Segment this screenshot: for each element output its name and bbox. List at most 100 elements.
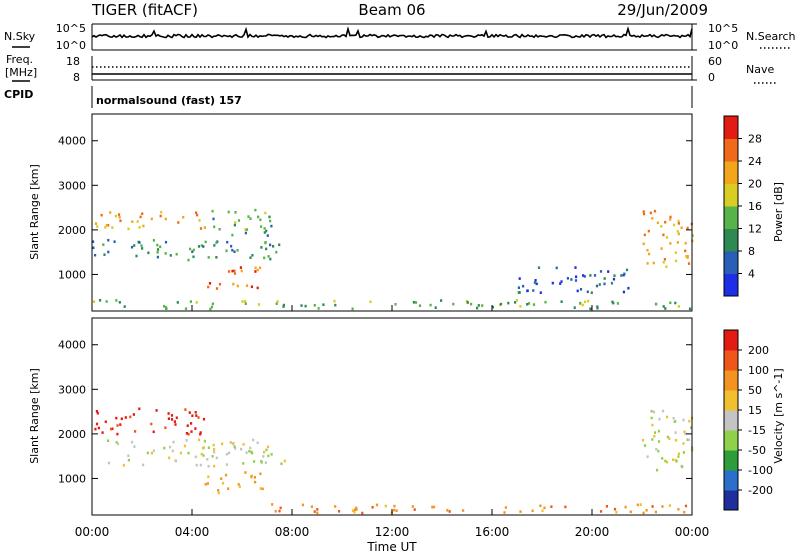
x-tick-label: 20:00 — [575, 525, 610, 539]
heatmap-cell — [600, 510, 603, 513]
heatmap-cell — [414, 301, 418, 304]
heatmap-cell — [209, 307, 212, 311]
heatmap-cell — [664, 459, 667, 463]
heatmap-cell — [138, 241, 141, 244]
y-tick-label: 1000 — [58, 472, 86, 485]
heatmap-cell — [313, 304, 316, 307]
heatmap-cell — [272, 245, 275, 248]
heatmap-cell — [544, 300, 547, 304]
heatmap-cell — [666, 415, 669, 419]
heatmap-cell — [213, 244, 216, 247]
heatmap-cell — [539, 504, 542, 508]
heatmap-cell — [225, 463, 228, 466]
heatmap-cell — [194, 455, 197, 459]
heatmap-cell — [260, 246, 263, 249]
heatmap-cell — [268, 215, 271, 219]
colorbar-tick-label: -100 — [748, 464, 773, 477]
heatmap-cell — [279, 506, 282, 510]
heatmap-cell — [196, 213, 199, 217]
heatmap-cell — [140, 244, 143, 247]
heatmap-cell — [257, 215, 260, 219]
colorbar-swatch — [724, 410, 738, 431]
heatmap-cell — [515, 299, 518, 302]
heatmap-cell — [590, 291, 593, 294]
heatmap-cell — [269, 219, 272, 223]
heatmap-cell — [167, 412, 170, 415]
heatmap-cell — [526, 303, 529, 306]
heatmap-cell — [466, 301, 469, 304]
heatmap-cell — [452, 302, 455, 306]
heatmap-cell — [375, 503, 379, 507]
heatmap-cell — [605, 505, 608, 508]
heatmap-cell — [169, 254, 172, 257]
heatmap-cell — [662, 260, 665, 264]
heatmap-cell — [212, 217, 215, 221]
heatmap-cell — [681, 465, 684, 469]
heatmap-cell — [94, 427, 97, 431]
heatmap-cell — [244, 471, 247, 474]
heatmap-cell — [127, 454, 130, 457]
heatmap-cell — [163, 304, 166, 308]
heatmap-cell — [134, 430, 137, 433]
heatmap-cell — [127, 458, 130, 462]
heatmap-cell — [566, 277, 569, 280]
heatmap-cell — [643, 212, 646, 216]
heatmap-cell — [351, 509, 355, 512]
heatmap-cell — [669, 301, 672, 305]
heatmap-cell — [194, 427, 197, 430]
heatmap-cell — [650, 416, 653, 420]
heatmap-cell — [200, 244, 203, 247]
colorbar-tick-label: 28 — [748, 133, 762, 146]
heatmap-cell — [192, 248, 195, 252]
heatmap-cell — [688, 419, 691, 423]
heatmap-cell — [259, 266, 262, 270]
colorbar-swatch — [724, 228, 738, 252]
heatmap-cell — [135, 254, 138, 258]
heatmap-cell — [250, 450, 253, 454]
heatmap-cell — [541, 509, 544, 513]
heatmap-cell — [657, 429, 661, 433]
heatmap-cell — [164, 217, 167, 221]
heatmap-cell — [213, 225, 216, 229]
heatmap-cell — [156, 255, 159, 259]
heatmap-cell — [94, 253, 97, 257]
heatmap-cell — [674, 301, 677, 305]
date-title: 29/Jun/2009 — [617, 1, 708, 19]
heatmap-cell — [186, 424, 189, 427]
heatmap-cell — [221, 442, 224, 446]
heatmap-cell — [248, 449, 251, 453]
heatmap-cell — [623, 272, 626, 276]
heatmap-cell — [575, 275, 578, 279]
heatmap-cell — [197, 245, 201, 248]
heatmap-cell — [116, 442, 120, 446]
heatmap-cell — [361, 511, 364, 515]
colorbar-tick-label: -200 — [748, 484, 773, 497]
colorbar-swatch — [724, 490, 738, 511]
heatmap-cell — [662, 233, 665, 237]
heatmap-cell — [603, 277, 606, 280]
colorbar-swatch — [724, 273, 738, 297]
heatmap-cell — [114, 214, 117, 218]
heatmap-cell — [191, 250, 194, 253]
heatmap-cell — [533, 281, 536, 284]
heatmap-cell — [231, 233, 234, 237]
beam-title: Beam 06 — [358, 1, 425, 19]
heatmap-cell — [173, 420, 176, 423]
heatmap-cell — [676, 241, 679, 244]
heatmap-cell — [651, 423, 654, 427]
heatmap-cell — [560, 280, 563, 283]
heatmap-cell — [105, 223, 108, 227]
heatmap-cell — [651, 217, 654, 220]
heatmap-cell — [204, 483, 207, 486]
heatmap-cell — [124, 416, 127, 419]
heatmap-cell — [680, 226, 683, 229]
heatmap-cell — [96, 225, 99, 228]
heatmap-cell — [240, 447, 243, 451]
heatmap-cell — [519, 305, 522, 308]
heatmap-cell — [131, 220, 134, 223]
heatmap-cell — [184, 408, 187, 411]
heatmap-cell — [282, 303, 285, 307]
heatmap-cell — [190, 422, 193, 425]
heatmap-cell — [684, 241, 687, 245]
heatmap-cell — [275, 250, 278, 254]
